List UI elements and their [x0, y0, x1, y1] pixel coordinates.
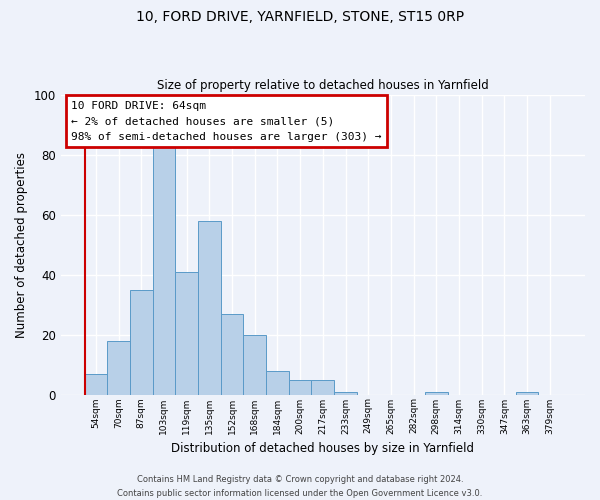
- Text: 10 FORD DRIVE: 64sqm
← 2% of detached houses are smaller (5)
98% of semi-detache: 10 FORD DRIVE: 64sqm ← 2% of detached ho…: [71, 100, 382, 142]
- Title: Size of property relative to detached houses in Yarnfield: Size of property relative to detached ho…: [157, 79, 489, 92]
- Bar: [152, 142, 175, 394]
- Bar: [266, 370, 289, 394]
- Bar: [130, 290, 152, 395]
- Bar: [221, 314, 244, 394]
- Bar: [516, 392, 538, 394]
- Y-axis label: Number of detached properties: Number of detached properties: [15, 152, 28, 338]
- Bar: [311, 380, 334, 394]
- Bar: [425, 392, 448, 394]
- Bar: [85, 374, 107, 394]
- Bar: [334, 392, 357, 394]
- Bar: [175, 272, 198, 394]
- Text: 10, FORD DRIVE, YARNFIELD, STONE, ST15 0RP: 10, FORD DRIVE, YARNFIELD, STONE, ST15 0…: [136, 10, 464, 24]
- Bar: [289, 380, 311, 394]
- X-axis label: Distribution of detached houses by size in Yarnfield: Distribution of detached houses by size …: [172, 442, 475, 455]
- Bar: [244, 334, 266, 394]
- Text: Contains HM Land Registry data © Crown copyright and database right 2024.
Contai: Contains HM Land Registry data © Crown c…: [118, 476, 482, 498]
- Bar: [107, 340, 130, 394]
- Bar: [198, 220, 221, 394]
